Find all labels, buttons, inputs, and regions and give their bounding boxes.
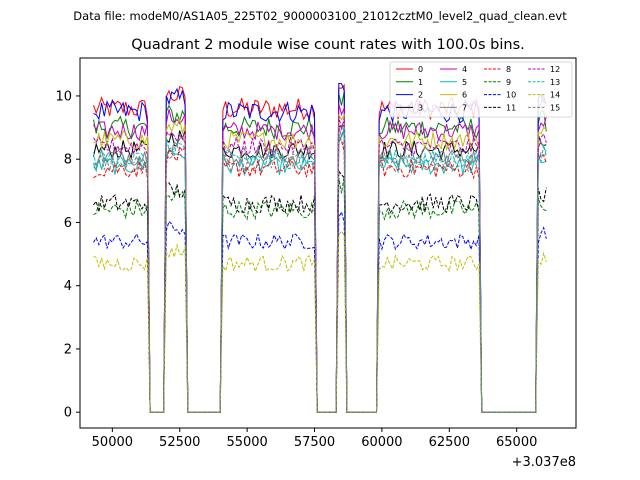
series-line-5 (93, 129, 547, 413)
y-axis: 0 2 4 6 8 10 (55, 89, 80, 421)
legend-label-14: 14 (550, 91, 560, 100)
legend-label-3: 3 (418, 103, 423, 112)
x-offset-label: +3.037e8 (512, 455, 576, 470)
series-line-1 (93, 91, 547, 413)
x-tick-label: 57500 (294, 435, 335, 450)
y-tick-label: 4 (64, 279, 72, 294)
legend-label-12: 12 (550, 65, 560, 74)
x-tick-label: 60000 (361, 435, 402, 450)
series-line-8 (93, 134, 547, 413)
series-layer (93, 82, 547, 413)
y-tick-label: 6 (64, 216, 72, 231)
x-tick-label: 62500 (429, 435, 470, 450)
legend-label-4: 4 (462, 65, 467, 74)
y-tick-label: 2 (64, 342, 72, 357)
legend-label-1: 1 (418, 78, 423, 87)
plot-area-frame (79, 57, 577, 429)
legend-label-0: 0 (418, 65, 423, 74)
legend-label-8: 8 (506, 65, 511, 74)
series-line-4 (93, 103, 547, 413)
series-line-0 (93, 83, 547, 413)
y-tick-label: 10 (55, 89, 72, 104)
y-tick-label: 0 (64, 406, 72, 421)
x-tick-label: 50000 (92, 435, 133, 450)
chart-title: Quadrant 2 module wise count rates with … (131, 37, 525, 53)
series-line-15 (93, 133, 547, 413)
x-tick-label: 52500 (159, 435, 200, 450)
series-line-14 (93, 230, 547, 413)
legend-label-5: 5 (462, 78, 467, 87)
legend-label-9: 9 (506, 78, 511, 87)
legend-label-13: 13 (550, 78, 560, 87)
chart-suptitle: Data file: modeM0/AS1A05_225T02_90000031… (73, 9, 567, 23)
y-tick-label: 8 (64, 153, 72, 168)
series-line-9 (93, 176, 547, 413)
legend-label-6: 6 (462, 91, 467, 100)
legend-label-15: 15 (550, 103, 560, 112)
legend-box (389, 61, 573, 118)
legend-label-10: 10 (506, 91, 516, 100)
x-axis: 50000 52500 55000 57500 60000 62500 65000 (92, 428, 537, 450)
x-tick-label: 55000 (226, 435, 267, 450)
series-line-11 (93, 169, 547, 413)
x-tick-label: 65000 (496, 435, 537, 450)
legend-label-7: 7 (462, 103, 467, 112)
legend-label-11: 11 (506, 103, 516, 112)
series-line-10 (93, 210, 547, 413)
legend-label-2: 2 (418, 91, 423, 100)
